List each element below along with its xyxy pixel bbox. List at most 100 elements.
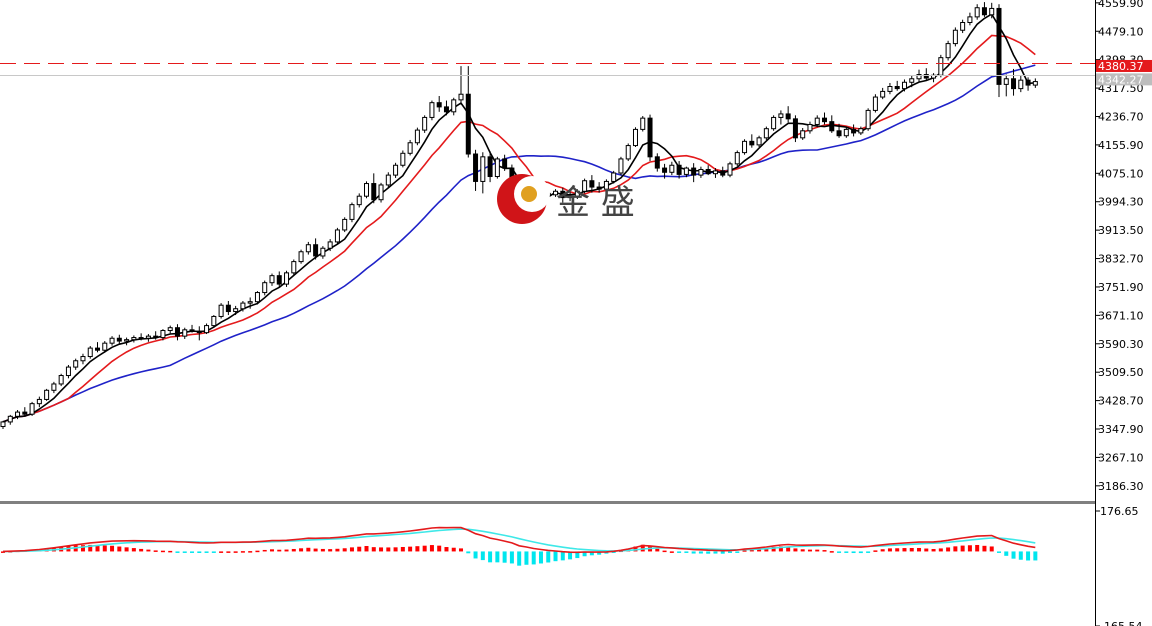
oscillator-bar: [938, 548, 943, 552]
candle-body: [553, 190, 559, 196]
oscillator-bar: [291, 548, 296, 552]
oscillator-bar: [909, 547, 914, 552]
candle-body: [29, 403, 35, 415]
candle-body: [742, 140, 748, 154]
oscillator-bar: [728, 551, 732, 553]
oscillator-bar: [284, 549, 289, 552]
candle-body: [131, 337, 137, 341]
oscillator-bar: [706, 551, 711, 554]
candle-body: [429, 102, 435, 118]
oscillator-bar: [248, 551, 253, 553]
oscillator-bar: [807, 549, 812, 552]
oscillator-bar: [640, 544, 645, 552]
candle-body: [596, 186, 602, 190]
candle-body: [683, 167, 689, 175]
oscillator-bar: [393, 547, 398, 552]
candle-body: [378, 184, 384, 201]
candle-body: [582, 180, 588, 192]
oscillator-bar: [953, 546, 958, 552]
oscillator-bar: [400, 546, 405, 552]
oscillator-bar: [575, 551, 580, 559]
oscillator-bar: [837, 551, 842, 553]
candle-body: [843, 128, 849, 137]
candle-body: [822, 117, 828, 123]
candle-body: [851, 128, 857, 134]
candle-body: [662, 167, 668, 173]
candle-body: [465, 93, 471, 155]
candle-body: [894, 85, 900, 90]
oscillator-bar: [509, 551, 514, 564]
candle-body: [196, 330, 202, 334]
oscillator-bar: [829, 551, 834, 553]
oscillator-bar: [655, 548, 660, 552]
oscillator-bar: [306, 547, 311, 552]
candlesticks: [0, 2, 1038, 429]
price-tick-label: 3832.70: [1098, 253, 1144, 266]
oscillator-bar: [262, 549, 267, 552]
oscillator-bar: [720, 551, 725, 554]
oscillator-bar: [917, 547, 922, 552]
candle-body: [1003, 78, 1009, 85]
candle-body: [763, 128, 769, 139]
oscillator-bar: [255, 550, 260, 553]
oscillator-bar: [560, 551, 565, 561]
price-tick-label: 3267.10: [1098, 451, 1144, 464]
candle-body: [1018, 79, 1024, 90]
oscillator-bar: [749, 549, 754, 552]
oscillator-bar: [335, 548, 340, 552]
svg-text:金 盛: 金 盛: [556, 183, 635, 223]
oscillator-bar: [1033, 551, 1038, 561]
candle-body: [443, 106, 449, 113]
oscillator-bar: [153, 550, 158, 552]
price-tag-box: [1096, 73, 1152, 86]
candle-body: [807, 123, 813, 132]
oscillator-bar: [1026, 551, 1031, 561]
oscillator-axis-ticks: 176.65 -165.54: [1095, 505, 1142, 626]
candle-body: [1011, 78, 1017, 90]
oscillator-bar: [764, 548, 769, 552]
candle-body: [589, 180, 595, 188]
oscillator-bar: [982, 545, 987, 552]
oscillator-bar: [815, 549, 820, 552]
oscillator-bar: [313, 548, 318, 552]
oscillator-bar: [902, 548, 907, 552]
oscillator-bar: [320, 548, 325, 552]
oscillator-panel: [1, 526, 1038, 566]
candle-body: [981, 7, 987, 16]
candle-body: [65, 366, 71, 377]
price-tick-label: 4236.70: [1098, 110, 1144, 123]
candle-body: [1025, 79, 1031, 86]
candle-body: [356, 195, 362, 206]
watermark-logo: 金 盛: [497, 174, 635, 224]
candle-body: [400, 152, 406, 166]
oscillator-bar: [946, 547, 951, 552]
oscillator-bar: [553, 551, 558, 562]
oscillator-bar: [880, 549, 885, 552]
candle-body: [625, 145, 631, 160]
oscillator-bar: [771, 546, 776, 552]
candle-body: [494, 158, 500, 178]
candle-body: [422, 116, 428, 131]
oscillator-bar: [517, 551, 522, 566]
oscillator-bar: [139, 548, 144, 552]
candle-body: [487, 156, 493, 178]
candle-body: [124, 339, 130, 342]
candle-body: [865, 109, 871, 130]
oscillator-bar: [800, 549, 805, 552]
candle-body: [174, 327, 180, 337]
candle-body: [989, 7, 995, 16]
oscillator-bar: [488, 551, 493, 563]
oscillator-bar: [117, 546, 122, 552]
price-tick-label: 4479.10: [1098, 25, 1144, 38]
oscillator-bar: [110, 545, 115, 552]
oscillator-bar: [582, 551, 587, 557]
price-tick-label: 3590.30: [1098, 338, 1144, 351]
oscillator-bar: [822, 550, 827, 552]
candle-body: [771, 116, 777, 130]
price-tick-label: 4155.90: [1098, 139, 1144, 152]
candle-body: [167, 327, 173, 332]
oscillator-bar: [168, 550, 173, 553]
candle-body: [632, 128, 638, 147]
candle-body: [923, 74, 929, 79]
